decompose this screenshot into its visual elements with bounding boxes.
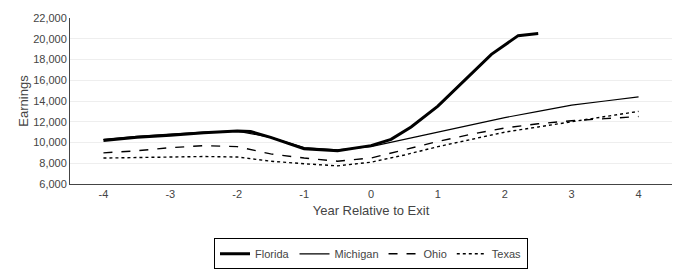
svg-text:4: 4 bbox=[635, 188, 641, 200]
svg-text:-2: -2 bbox=[232, 188, 242, 200]
svg-text:14,000: 14,000 bbox=[33, 95, 67, 107]
svg-text:22,000: 22,000 bbox=[33, 12, 67, 24]
svg-text:2: 2 bbox=[502, 188, 508, 200]
svg-text:3: 3 bbox=[569, 188, 575, 200]
svg-text:1: 1 bbox=[435, 188, 441, 200]
svg-text:16,000: 16,000 bbox=[33, 74, 67, 86]
svg-text:12,000: 12,000 bbox=[33, 116, 67, 128]
svg-text:0: 0 bbox=[368, 188, 374, 200]
svg-text:-3: -3 bbox=[165, 188, 175, 200]
svg-text:Texas: Texas bbox=[492, 248, 521, 260]
svg-text:20,000: 20,000 bbox=[33, 33, 67, 45]
svg-text:18,000: 18,000 bbox=[33, 53, 67, 65]
svg-text:-4: -4 bbox=[99, 188, 109, 200]
svg-text:Year Relative to Exit: Year Relative to Exit bbox=[313, 203, 430, 218]
svg-text:6,000: 6,000 bbox=[39, 178, 67, 190]
svg-text:8,000: 8,000 bbox=[39, 157, 67, 169]
svg-text:10,000: 10,000 bbox=[33, 136, 67, 148]
svg-text:Michigan: Michigan bbox=[335, 248, 379, 260]
svg-text:Ohio: Ohio bbox=[424, 248, 447, 260]
svg-text:Earnings: Earnings bbox=[16, 75, 31, 127]
svg-text:-1: -1 bbox=[299, 188, 309, 200]
svg-text:Florida: Florida bbox=[255, 248, 290, 260]
